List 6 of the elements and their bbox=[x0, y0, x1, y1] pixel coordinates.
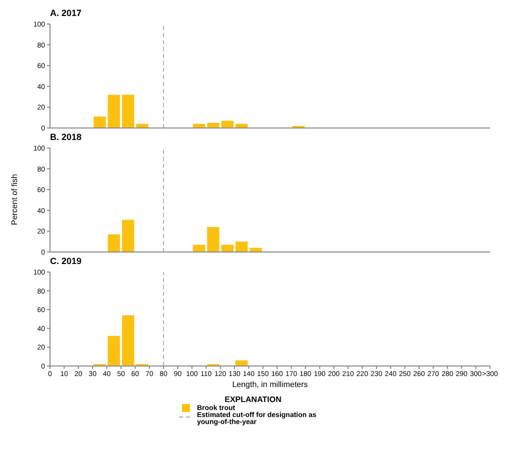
legend-title: EXPLANATION bbox=[224, 395, 282, 404]
y-axis-title: Percent of fish bbox=[10, 174, 18, 226]
chart-title: C. 2019 bbox=[50, 256, 83, 268]
x-axis-title: Length, in millimeters bbox=[231, 380, 309, 389]
chart-title: A. 2017 bbox=[50, 8, 83, 20]
chart-title: B. 2018 bbox=[50, 132, 83, 144]
